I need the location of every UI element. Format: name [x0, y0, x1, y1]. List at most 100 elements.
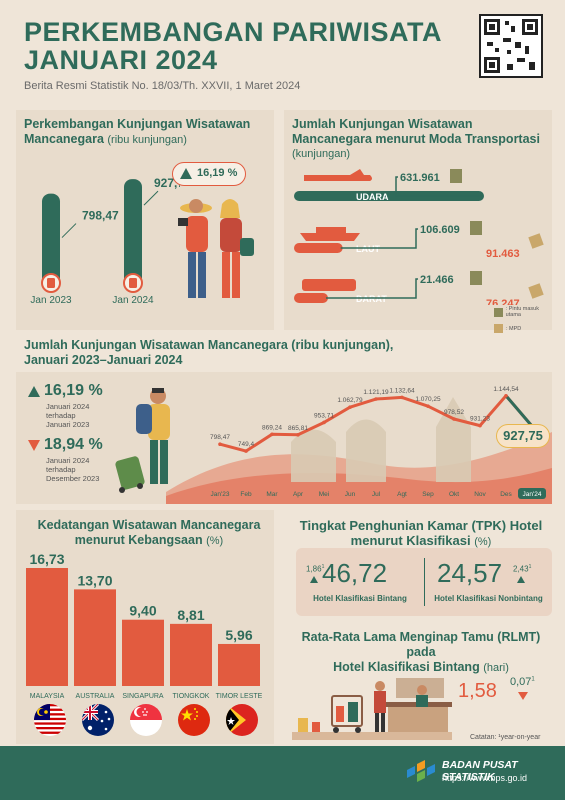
nationality-country: TIONGKOK: [173, 693, 210, 700]
arrivals-bar: [124, 179, 142, 283]
trend-data-label: 1.070,25: [415, 396, 441, 403]
trend-point: [348, 405, 352, 410]
tpk-nonbintang-label: Hotel Klasifikasi Nonbintang: [434, 594, 543, 603]
nationality-title: Kedatangan Wisatawan Mancanegara menurut…: [37, 518, 261, 547]
footnote: Catatan: ¹year-on-year: [470, 734, 541, 741]
trend-data-label: 869,24: [262, 424, 282, 431]
china-flag-icon: [178, 704, 210, 736]
transport-main-value: 631.961: [400, 172, 440, 184]
trend-tick-label: Mar: [266, 491, 278, 498]
trend-data-label: 978,52: [444, 409, 464, 416]
nationality-value: 8,81: [177, 607, 204, 623]
trend-band: [166, 397, 552, 504]
tpk-divider: [424, 558, 425, 606]
growth-value: 16,19 %: [197, 167, 238, 179]
trend-point: [296, 432, 300, 437]
trend-tick-label: Agt: [397, 491, 407, 498]
transport-panel: [284, 110, 552, 330]
transport-legend: : Pintu masuk utama : MPD: [494, 306, 554, 333]
trend-tick-label: Sep: [422, 491, 434, 498]
trend-point: [504, 393, 508, 398]
footer-url[interactable]: https://www.bps.go.id: [442, 773, 528, 783]
trend-point: [478, 423, 482, 428]
nationality-value: 13,70: [77, 572, 112, 588]
tpk-nonbintang: 24,57 2,431 Hotel Klasifikasi Nonbintang: [425, 548, 552, 616]
trend-tick-label: Apr: [293, 491, 304, 498]
trend-tick-label: Jan'24: [523, 491, 542, 498]
transport-mode-label: DARAT: [356, 294, 387, 304]
trend-point: [400, 395, 404, 400]
trend-data-label: 865,81: [288, 425, 308, 432]
transport-chart: UDARA 631.961 LAUT 106.609 91.463 DARAT 21.466…: [294, 169, 544, 305]
trend-line-chart: 798,47 Jan'23 749,4 Feb 869,24 Mar 865,81 Apr 95…: [210, 386, 546, 499]
up-arrow-icon: [310, 576, 318, 583]
tpk-bintang-change: 1,861: [306, 564, 325, 574]
arrivals-bar-label: Jan 2023: [30, 295, 72, 305]
tpk-nonbintang-change: 2,431: [513, 564, 532, 574]
mpd-icon: [494, 324, 503, 333]
rlmt-title: Rata-Rata Lama Menginap Tamu (RLMT) pada…: [301, 630, 541, 674]
transport-title: Jumlah Kunjungan Wisatawan Mancanegara m…: [292, 117, 540, 160]
tourists-illustration: [178, 199, 254, 298]
ship-icon: [300, 233, 360, 241]
trend-tick-label: Jul: [372, 491, 381, 498]
arrivals-title: Perkembangan Kunjungan Wisatawan Mancane…: [24, 117, 251, 146]
tpk-bintang: 1,861 46,72 Hotel Klasifikasi Bintang: [296, 548, 424, 616]
nationality-country: SINGAPURA: [122, 693, 164, 700]
tpk-box: 1,861 46,72 Hotel Klasifikasi Bintang 24…: [296, 548, 552, 616]
trend-tick-label: Des: [500, 491, 512, 498]
main-gate-icon: [470, 271, 482, 285]
trend-down-box: 18,94 % Januari 2024 terhadap Desember 2…: [28, 436, 114, 484]
arrivals-bar: [42, 193, 60, 283]
trend-data-label: 1.121,19: [363, 389, 389, 396]
main-gate-icon: [450, 169, 462, 183]
trend-point: [270, 432, 274, 437]
nationality-bar: [218, 643, 260, 686]
malaysia-flag-icon: [34, 704, 66, 736]
rlmt-change: 0,071: [510, 676, 535, 688]
trend-tick-label: Jan'23: [211, 491, 230, 498]
tpk-nonbintang-value: 24,57: [437, 558, 503, 588]
title-line-2: JANUARI 2024: [24, 45, 218, 75]
nationality-bar: [170, 623, 212, 686]
nationality-value: 9,40: [129, 603, 156, 619]
nationality-bar-chart: 16,73 MALAYSIA 13,70 AUSTRALIA 9,40 SINGAPURA…: [26, 552, 263, 700]
page-subtitle: Berita Resmi Statistik No. 18/03/Th. XXV…: [24, 80, 301, 92]
trend-data-label: 953,71: [314, 412, 334, 419]
timor-leste-flag-icon: [226, 704, 258, 736]
trend-tick-label: Mei: [319, 491, 329, 498]
trend-point: [322, 420, 326, 425]
up-arrow-icon: [517, 576, 525, 583]
arrivals-bar-label: Jan 2024: [112, 295, 154, 305]
transport-bar: [294, 243, 343, 253]
down-arrow-icon: [28, 440, 40, 451]
trend-data-label: 1.144,54: [493, 386, 519, 393]
trend-data-label: 749,4: [238, 441, 255, 448]
nationality-value: 16,73: [29, 552, 64, 567]
nationality-country: AUSTRALIA: [76, 693, 115, 700]
airplane-icon: [304, 169, 372, 181]
trend-data-label: 798,47: [210, 434, 230, 441]
main-gate-icon: [470, 221, 482, 235]
nationality-bar: [74, 589, 116, 686]
transport-bar: [294, 191, 484, 201]
trend-data-label: 931,23: [470, 416, 490, 423]
trend-tick-label: Nov: [474, 491, 486, 498]
trend-tick-label: Okt: [449, 491, 459, 498]
trend-title: Jumlah Kunjungan Wisatawan Mancanegara (…: [24, 338, 394, 367]
trend-up-value: 16,19 %: [44, 382, 103, 399]
trend-last-tick-bg: [518, 488, 546, 499]
mpd-icon: [528, 283, 544, 299]
footer: BADAN PUSAT STATISTIK https://www.bps.go…: [0, 746, 565, 800]
transport-mode-label: LAUT: [356, 244, 380, 254]
arrivals-bar-value: 798,47: [82, 209, 119, 223]
transport-main-value: 106.609: [420, 224, 460, 236]
trend-down-value: 18,94 %: [44, 436, 103, 453]
hotel-lobby-illustration: [292, 678, 452, 740]
transport-main-value: 21.466: [420, 274, 454, 286]
tpk-bintang-label: Hotel Klasifikasi Bintang: [313, 594, 407, 603]
bps-logo-icon: [407, 760, 435, 782]
nationality-value: 5,96: [225, 627, 252, 643]
transport-bar: [294, 293, 328, 303]
trend-data-label: 1.062,79: [337, 397, 363, 404]
